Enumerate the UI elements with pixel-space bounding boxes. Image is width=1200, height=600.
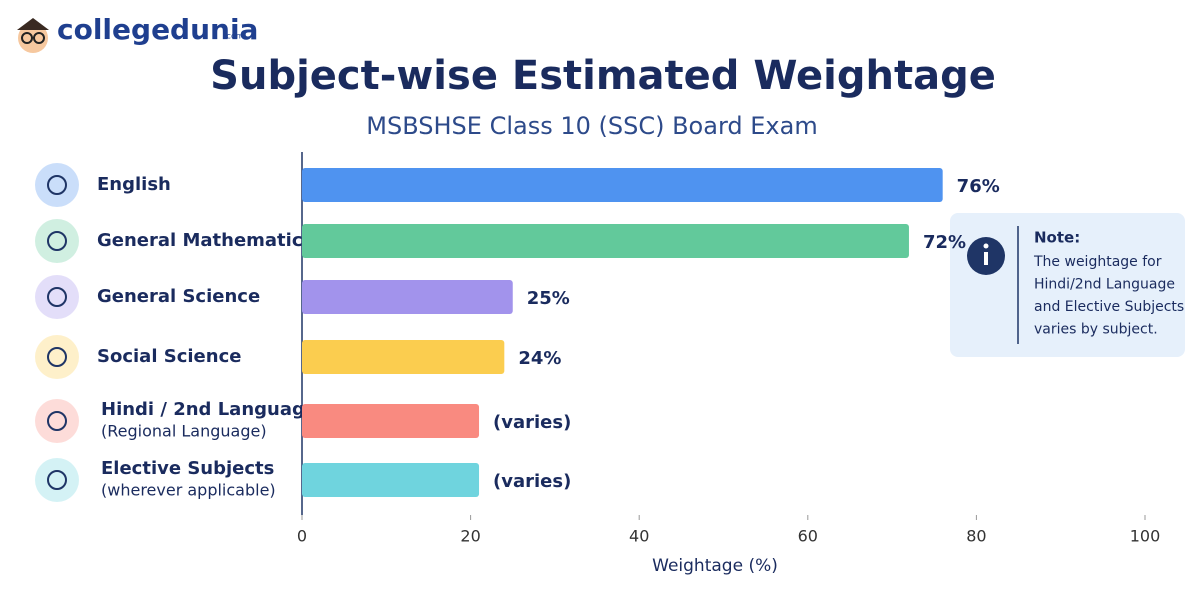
brand-name: collegedunia xyxy=(57,13,258,46)
category-label: (Regional Language) xyxy=(101,422,267,441)
category-icon-mark xyxy=(47,231,67,251)
value-label: 76% xyxy=(957,176,1000,197)
bar xyxy=(302,168,943,202)
chart-subtitle: MSBSHSE Class 10 (SSC) Board Exam xyxy=(366,112,817,140)
category-label: Elective Subjects xyxy=(101,458,274,479)
category-icon-mark xyxy=(47,411,67,431)
note-title: Note: xyxy=(1034,229,1080,247)
bar xyxy=(302,463,480,497)
value-label: 24% xyxy=(518,348,561,369)
category-icon-mark xyxy=(47,470,67,490)
note-line: and Elective Subjects xyxy=(1034,299,1184,315)
category-icon xyxy=(35,163,79,207)
note-line: The weightage for xyxy=(1033,254,1162,270)
x-tick-label: 60 xyxy=(798,527,818,546)
category-label: General Science xyxy=(97,286,260,307)
value-label: (varies) xyxy=(493,412,571,433)
bar xyxy=(302,340,505,374)
category-label: Hindi / 2nd Language xyxy=(101,399,317,420)
logo-icon xyxy=(17,18,49,53)
info-icon-bar xyxy=(984,252,988,265)
bar xyxy=(302,224,909,258)
x-tick-label: 40 xyxy=(629,527,649,546)
category-label: English xyxy=(97,174,171,195)
category-icon xyxy=(35,275,79,319)
bar xyxy=(302,280,513,314)
value-label: 25% xyxy=(527,288,570,309)
category-icon xyxy=(35,458,79,502)
x-tick-label: 80 xyxy=(966,527,986,546)
x-tick-label: 100 xyxy=(1130,527,1161,546)
category-label: (wherever applicable) xyxy=(101,481,276,500)
chart-title: Subject-wise Estimated Weightage xyxy=(210,53,996,99)
note-line: Hindi/2nd Language xyxy=(1034,277,1175,293)
x-tick-label: 0 xyxy=(297,527,307,546)
bar xyxy=(302,404,480,438)
category-label: General Mathematics xyxy=(97,230,313,251)
value-label: (varies) xyxy=(493,471,571,492)
category-icon-mark xyxy=(47,347,67,367)
category-icon-mark xyxy=(47,175,67,195)
x-axis-label: Weightage (%) xyxy=(652,556,778,576)
category-icon-mark xyxy=(47,287,67,307)
category-icon xyxy=(35,335,79,379)
info-icon-dot xyxy=(983,243,989,249)
category-icon xyxy=(35,399,79,443)
category-icon xyxy=(35,219,79,263)
x-tick-label: 20 xyxy=(460,527,480,546)
value-label: 72% xyxy=(923,232,966,253)
brand-suffix: .com xyxy=(224,32,244,41)
note-box xyxy=(950,213,1185,357)
category-label: Social Science xyxy=(97,346,241,367)
note-line: varies by subject. xyxy=(1034,322,1158,338)
